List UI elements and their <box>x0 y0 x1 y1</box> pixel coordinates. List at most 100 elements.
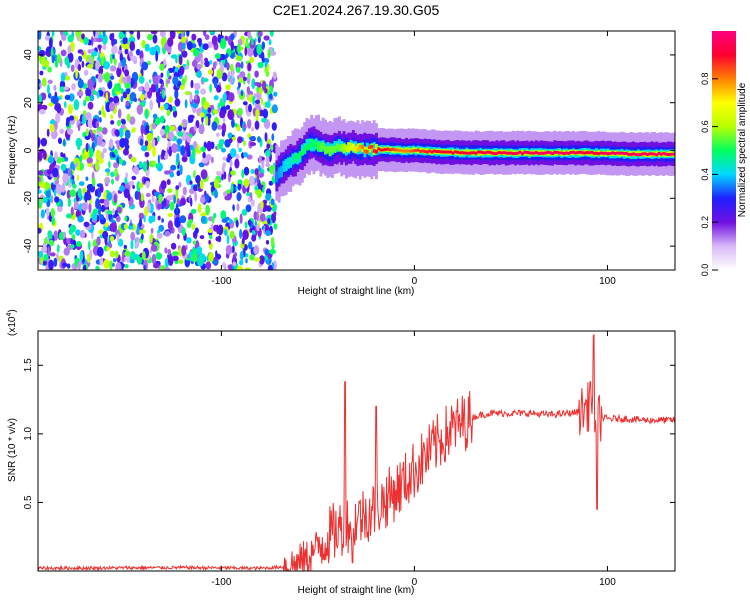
noise-speckle <box>79 230 86 239</box>
noise-speckle <box>262 80 267 91</box>
noise-speckle <box>127 225 134 230</box>
noise-speckle <box>136 31 141 41</box>
noise-speckle <box>196 246 203 256</box>
noise-speckle <box>243 139 246 147</box>
noise-speckle <box>264 248 270 256</box>
noise-speckle <box>87 78 94 90</box>
noise-speckle <box>109 260 113 270</box>
noise-speckle <box>263 35 270 41</box>
noise-speckle <box>205 204 211 216</box>
noise-speckle <box>150 227 154 234</box>
noise-speckle <box>96 135 103 146</box>
noise-speckle <box>111 178 114 185</box>
noise-speckle <box>271 133 275 141</box>
noise-speckle <box>109 235 115 242</box>
noise-speckle <box>268 39 272 46</box>
noise-speckle <box>87 118 94 129</box>
noise-speckle <box>52 167 59 178</box>
noise-speckle <box>144 43 150 52</box>
noise-speckle <box>117 119 121 127</box>
noise-speckle <box>69 115 75 121</box>
ridge-cell <box>629 152 633 156</box>
noise-speckle <box>89 94 95 102</box>
ridge-cell <box>504 151 508 155</box>
noise-speckle <box>75 31 82 38</box>
noise-speckle <box>47 79 53 85</box>
noise-speckle <box>119 53 124 62</box>
noise-speckle <box>194 94 198 100</box>
noise-speckle <box>104 168 111 173</box>
ridge-cell <box>565 151 568 155</box>
ridge-cell <box>632 152 635 156</box>
noise-speckle <box>123 188 130 199</box>
noise-speckle <box>229 230 235 240</box>
ridge-cell <box>291 154 295 161</box>
noise-speckle <box>235 185 238 192</box>
noise-speckle <box>222 162 227 169</box>
noise-speckle <box>129 259 135 264</box>
ridge-cell <box>344 146 348 151</box>
noise-speckle <box>39 109 46 115</box>
noise-speckle <box>180 197 186 206</box>
noise-speckle <box>53 230 59 241</box>
noise-speckle <box>249 56 255 64</box>
noise-speckle <box>124 250 131 257</box>
ridge-cell <box>451 151 455 155</box>
noise-speckle <box>118 31 125 40</box>
noise-speckle <box>64 101 67 109</box>
noise-speckle <box>69 189 77 198</box>
noise-speckle <box>176 170 181 177</box>
ridge-cell <box>595 151 598 155</box>
noise-speckle <box>193 170 196 179</box>
noise-speckle <box>138 212 145 220</box>
ridge-cell <box>310 138 314 146</box>
noise-speckle <box>43 150 47 160</box>
noise-speckle <box>265 101 271 108</box>
ridge-cell <box>372 142 376 154</box>
noise-speckle <box>61 34 67 41</box>
ridge-cell <box>275 173 279 178</box>
noise-speckle <box>124 129 131 140</box>
noise-speckle <box>269 31 274 37</box>
noise-speckle <box>113 162 119 169</box>
noise-speckle <box>107 79 113 90</box>
noise-speckle <box>38 189 42 194</box>
noise-speckle <box>176 31 181 34</box>
noise-speckle <box>236 265 244 270</box>
noise-speckle <box>39 182 47 188</box>
noise-speckle <box>98 207 101 217</box>
noise-speckle <box>177 233 180 240</box>
noise-speckle <box>164 247 168 254</box>
noise-speckle <box>41 244 48 254</box>
noise-speckle <box>270 198 275 206</box>
ridge-cell <box>354 146 358 154</box>
noise-speckle <box>139 138 144 146</box>
ridge-cell <box>460 151 464 155</box>
noise-speckle <box>200 88 207 95</box>
ridge-cell <box>444 150 448 154</box>
noise-speckle <box>129 251 136 262</box>
noise-speckle <box>51 183 54 191</box>
noise-speckle <box>245 204 252 213</box>
noise-speckle <box>66 117 70 124</box>
noise-speckle <box>160 31 165 38</box>
noise-speckle <box>76 174 80 181</box>
ridge-cell <box>356 148 360 152</box>
noise-speckle <box>55 184 63 195</box>
noise-speckle <box>150 31 158 35</box>
noise-speckle <box>239 251 244 261</box>
noise-speckle <box>212 259 219 265</box>
noise-speckle <box>67 34 74 43</box>
noise-speckle <box>64 156 69 162</box>
noise-speckle <box>70 169 73 178</box>
snr-multiplier-prefix: (x10 <box>7 316 18 336</box>
noise-speckle <box>144 151 150 158</box>
snr-multiplier-exp: 4 <box>6 313 13 317</box>
noise-speckle <box>124 215 128 222</box>
ridge-cell <box>655 153 659 157</box>
ridge-cell <box>338 145 341 150</box>
noise-speckle <box>127 75 131 85</box>
noise-speckle <box>85 87 92 98</box>
noise-speckle <box>112 258 117 263</box>
noise-speckle <box>207 69 213 75</box>
